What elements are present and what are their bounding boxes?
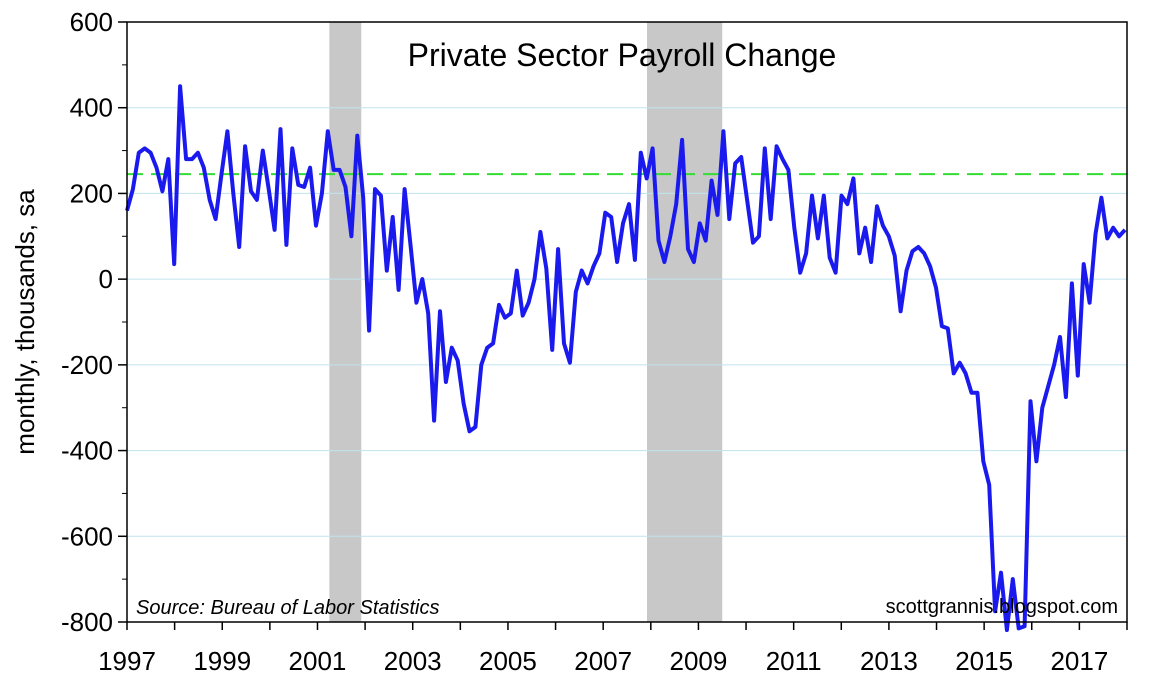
source-note: Source: Bureau of Labor Statistics bbox=[136, 597, 440, 619]
chart-title: Private Sector Payroll Change bbox=[408, 37, 837, 73]
x-tick-label: 1999 bbox=[193, 646, 251, 676]
recession-band-1 bbox=[329, 22, 362, 622]
recession-band-2 bbox=[647, 22, 723, 622]
x-tick-label: 2005 bbox=[479, 646, 537, 676]
y-axis-label: monthly, thousands, sa bbox=[10, 189, 40, 455]
y-tick-label: -800 bbox=[61, 607, 113, 637]
series-line bbox=[125, 84, 1127, 632]
x-tick-label: 2017 bbox=[1050, 646, 1108, 676]
y-tick-label: -400 bbox=[61, 436, 113, 466]
y-tick-label: 600 bbox=[70, 7, 113, 37]
x-tick-label: 2003 bbox=[384, 646, 442, 676]
y-axis: 600 400 200 0 -200 -400 -600 -800 bbox=[61, 7, 127, 637]
x-tick-label: 2001 bbox=[289, 646, 347, 676]
y-tick-label: -600 bbox=[61, 521, 113, 551]
x-tick-label: 2009 bbox=[670, 646, 728, 676]
x-tick-label: 2013 bbox=[860, 646, 918, 676]
x-axis: 1997 1999 2001 2003 2005 2007 2009 2011 2013 2015… bbox=[98, 622, 1128, 676]
x-tick-label: 2007 bbox=[574, 646, 632, 676]
y-tick-label: 400 bbox=[70, 93, 113, 123]
credit-note: scottgrannis.blogspot.com bbox=[886, 596, 1118, 618]
y-tick-label: 0 bbox=[99, 264, 113, 294]
x-tick-label: 2015 bbox=[955, 646, 1013, 676]
y-tick-label: 200 bbox=[70, 178, 113, 208]
recession-bands bbox=[329, 22, 723, 622]
x-tick-label: 1997 bbox=[98, 646, 156, 676]
x-tick-label: 2011 bbox=[766, 646, 822, 676]
y-tick-label: -200 bbox=[61, 350, 113, 380]
